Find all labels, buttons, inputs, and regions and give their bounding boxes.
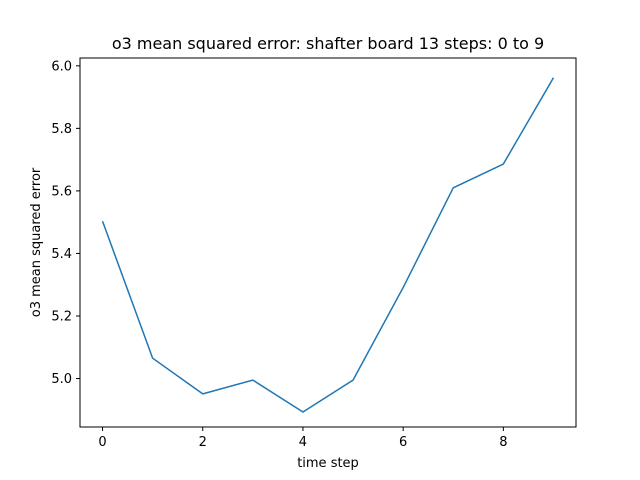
y-axis-label: o3 mean squared error <box>29 167 44 317</box>
x-tick-label: 2 <box>199 435 207 450</box>
y-tick-label: 5.8 <box>51 122 72 137</box>
x-tick-label: 0 <box>98 435 106 450</box>
x-axis-ticks: 0 2 4 6 8 <box>98 427 507 450</box>
series-layer <box>101 77 555 413</box>
series-line-0 <box>101 77 555 413</box>
plot-frame <box>79 57 577 428</box>
x-axis-label: time step <box>297 456 359 471</box>
y-axis-ticks: 5.0 5.2 5.4 5.6 5.8 6.0 <box>51 59 80 387</box>
x-tick-label: 4 <box>299 435 307 450</box>
y-tick-label: 5.6 <box>51 184 72 199</box>
y-tick-label: 6.0 <box>51 59 72 74</box>
plot-area <box>79 57 577 428</box>
x-tick-label: 6 <box>399 435 407 450</box>
y-tick-label: 5.0 <box>51 372 72 387</box>
chart-title: o3 mean squared error: shafter board 13 … <box>112 34 544 53</box>
y-tick-label: 5.2 <box>51 309 72 324</box>
x-tick-label: 8 <box>499 435 507 450</box>
y-tick-label: 5.4 <box>51 247 72 262</box>
